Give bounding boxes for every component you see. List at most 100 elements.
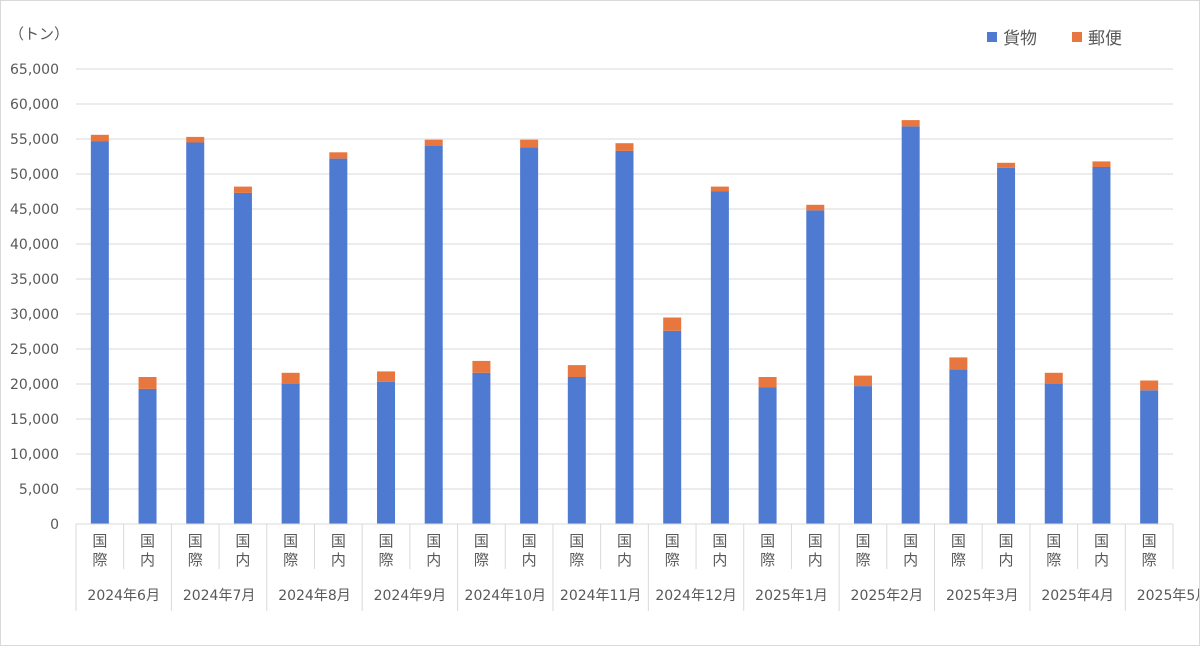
y-tick-label: 50,000 <box>10 167 59 183</box>
x-subcategory-label: 内 <box>522 551 537 569</box>
bar-cargo <box>1044 384 1063 524</box>
x-subcategory-label: 際 <box>1142 551 1157 569</box>
x-subcategory-label: 国 <box>617 532 632 550</box>
x-subcategory-label: 内 <box>1094 551 1109 569</box>
x-subcategory-label: 国 <box>426 532 441 550</box>
y-tick-label: 0 <box>50 517 59 533</box>
x-subcategory-label: 内 <box>808 551 823 569</box>
x-subcategory-label: 際 <box>1046 551 1061 569</box>
x-subcategory-label: 内 <box>999 551 1014 569</box>
bar-mail <box>567 365 586 377</box>
bar-mail <box>233 186 252 193</box>
bar-mail <box>806 204 825 211</box>
bar-mail <box>1140 380 1159 391</box>
bar-cargo <box>329 158 348 524</box>
x-subcategory-label: 国 <box>140 532 155 550</box>
bar-cargo <box>424 146 443 524</box>
x-subcategory-label: 国 <box>855 532 870 550</box>
x-subcategory-label: 際 <box>283 551 298 569</box>
x-subcategory-label: 国 <box>1046 532 1061 550</box>
bar-mail <box>472 360 491 373</box>
x-group-label: 2024年10月 <box>465 588 546 604</box>
x-subcategory-label: 内 <box>617 551 632 569</box>
legend-swatch-mail <box>1072 32 1082 42</box>
bar-cargo <box>901 126 920 525</box>
x-subcategory-label: 内 <box>331 551 346 569</box>
x-subcategory-label: 国 <box>1094 532 1109 550</box>
bar-cargo <box>663 330 682 524</box>
x-group-label: 2024年11月 <box>560 588 641 604</box>
bar-mail <box>997 162 1016 168</box>
bar-mail <box>949 357 968 370</box>
x-subcategory-label: 国 <box>903 532 918 550</box>
x-group-label: 2024年7月 <box>183 588 256 604</box>
bar-mail <box>424 139 443 146</box>
x-axis: 国際国内国際国内国際国内国際国内国際国内国際国内国際国内国際国内国際国内国際国内… <box>75 523 1200 611</box>
bar-mail <box>663 317 682 331</box>
bar-cargo <box>806 210 825 524</box>
x-subcategory-label: 国 <box>474 532 489 550</box>
x-group-label: 2024年6月 <box>87 588 160 604</box>
x-subcategory-label: 国 <box>235 532 250 550</box>
y-unit-label: （トン） <box>9 25 69 43</box>
y-tick-label: 35,000 <box>10 272 59 288</box>
x-subcategory-label: 際 <box>92 551 107 569</box>
bar-mail <box>758 377 777 388</box>
bar-mail <box>138 377 157 389</box>
x-subcategory-label: 際 <box>665 551 680 569</box>
bar-cargo <box>949 369 968 524</box>
y-tick-label: 40,000 <box>10 237 59 253</box>
bar-cargo <box>472 372 491 524</box>
x-subcategory-label: 国 <box>665 532 680 550</box>
x-subcategory-label: 国 <box>92 532 107 550</box>
legend-label-cargo: 貨物 <box>1003 29 1037 49</box>
bar-cargo <box>758 387 777 524</box>
bar-cargo <box>377 381 396 524</box>
y-tick-label: 25,000 <box>10 342 59 358</box>
bar-cargo <box>138 388 157 524</box>
x-subcategory-label: 国 <box>379 532 394 550</box>
y-tick-label: 55,000 <box>10 132 59 148</box>
x-group-label: 2025年4月 <box>1041 588 1114 604</box>
y-axis: 0 5,000 10,000 15,000 20,000 25,000 30,000 35,0… <box>10 62 59 533</box>
bar-cargo <box>281 384 300 524</box>
x-subcategory-label: 際 <box>379 551 394 569</box>
x-subcategory-label: 国 <box>951 532 966 550</box>
x-subcategory-label: 国 <box>808 532 823 550</box>
bar-mail <box>901 120 920 127</box>
x-subcategory-label: 国 <box>712 532 727 550</box>
legend-label-mail: 郵便 <box>1088 29 1122 49</box>
y-tick-label: 20,000 <box>10 377 59 393</box>
y-tick-label: 5,000 <box>19 482 59 498</box>
x-subcategory-label: 国 <box>569 532 584 550</box>
bar-cargo <box>853 386 872 524</box>
x-subcategory-label: 際 <box>855 551 870 569</box>
bar-cargo <box>90 141 109 524</box>
x-group-label: 2025年5月 <box>1137 588 1199 604</box>
y-tick-label: 15,000 <box>10 412 59 428</box>
x-subcategory-label: 国 <box>999 532 1014 550</box>
x-subcategory-label: 際 <box>760 551 775 569</box>
x-subcategory-label: 内 <box>235 551 250 569</box>
x-subcategory-label: 国 <box>760 532 775 550</box>
x-group-label: 2024年8月 <box>278 588 351 604</box>
x-subcategory-label: 際 <box>474 551 489 569</box>
bar-cargo <box>710 191 729 524</box>
bar-mail <box>710 186 729 192</box>
bar-mail <box>520 139 539 148</box>
bar-mail <box>1044 372 1063 384</box>
x-subcategory-label: 際 <box>569 551 584 569</box>
bar-mail <box>615 143 634 151</box>
bar-cargo <box>186 142 205 524</box>
bar-mail <box>186 136 205 143</box>
y-tick-label: 45,000 <box>10 202 59 218</box>
x-subcategory-label: 国 <box>331 532 346 550</box>
x-group-label: 2025年1月 <box>755 588 828 604</box>
y-tick-label: 60,000 <box>10 97 59 113</box>
x-subcategory-label: 内 <box>712 551 727 569</box>
legend-swatch-cargo <box>987 32 997 42</box>
x-subcategory-label: 内 <box>140 551 155 569</box>
y-tick-label: 30,000 <box>10 307 59 323</box>
